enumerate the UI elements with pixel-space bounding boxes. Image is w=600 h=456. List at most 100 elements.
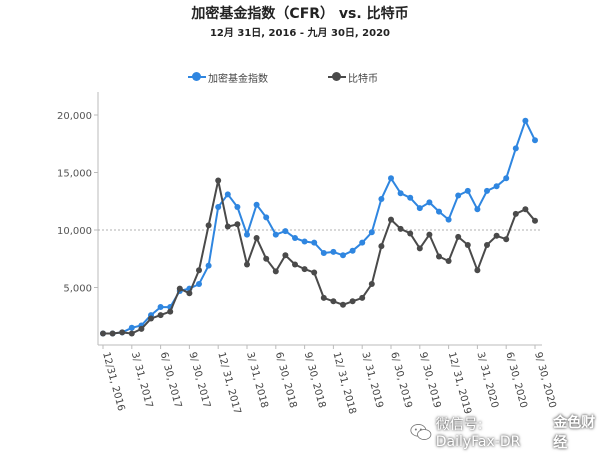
- data-point-btc[interactable]: [407, 230, 414, 237]
- data-point-btc[interactable]: [378, 243, 385, 250]
- data-point-cfr[interactable]: [263, 214, 270, 221]
- data-point-cfr[interactable]: [512, 145, 519, 152]
- data-point-btc[interactable]: [157, 312, 164, 319]
- data-point-cfr[interactable]: [292, 235, 298, 242]
- data-point-btc[interactable]: [292, 261, 298, 268]
- data-point-btc[interactable]: [196, 267, 202, 274]
- data-point-cfr[interactable]: [234, 204, 241, 210]
- data-point-btc[interactable]: [272, 268, 279, 275]
- data-point-btc[interactable]: [253, 235, 260, 242]
- data-point-btc[interactable]: [263, 255, 270, 262]
- data-point-cfr[interactable]: [464, 187, 471, 194]
- series-btc: [100, 177, 538, 337]
- x-tick-label: 6/ 30, 2017: [158, 351, 183, 409]
- data-point-btc[interactable]: [503, 236, 510, 243]
- data-point-cfr[interactable]: [532, 137, 538, 144]
- x-tick-label: 12/ 31, 2018: [331, 351, 358, 415]
- data-point-cfr[interactable]: [397, 190, 404, 197]
- data-point-btc[interactable]: [244, 261, 250, 268]
- data-point-btc[interactable]: [176, 285, 183, 292]
- data-point-cfr[interactable]: [215, 204, 222, 210]
- data-point-cfr[interactable]: [522, 117, 529, 124]
- data-point-cfr[interactable]: [484, 187, 490, 194]
- data-point-btc[interactable]: [512, 210, 519, 217]
- data-point-btc[interactable]: [119, 329, 126, 336]
- data-point-cfr[interactable]: [426, 199, 433, 206]
- data-point-btc[interactable]: [445, 258, 452, 265]
- data-point-cfr[interactable]: [359, 239, 366, 246]
- data-point-cfr[interactable]: [128, 324, 135, 331]
- data-point-btc[interactable]: [416, 245, 423, 252]
- data-point-cfr[interactable]: [416, 205, 423, 212]
- data-point-cfr[interactable]: [503, 175, 510, 182]
- data-point-cfr[interactable]: [340, 252, 346, 259]
- data-point-cfr[interactable]: [253, 201, 260, 208]
- x-tick-label: 12/ 31, 2019: [446, 351, 473, 415]
- data-point-btc[interactable]: [532, 217, 538, 224]
- data-point-btc[interactable]: [186, 290, 193, 297]
- data-point-btc[interactable]: [368, 281, 375, 288]
- x-tick-label: 6/ 30, 2019: [388, 351, 413, 409]
- data-point-cfr[interactable]: [407, 194, 414, 201]
- data-point-btc[interactable]: [282, 252, 289, 259]
- data-point-cfr[interactable]: [330, 248, 337, 255]
- data-point-cfr[interactable]: [244, 231, 250, 238]
- data-point-btc[interactable]: [397, 225, 404, 232]
- data-point-btc[interactable]: [522, 206, 529, 213]
- data-point-cfr[interactable]: [282, 228, 289, 235]
- data-point-cfr[interactable]: [224, 191, 231, 198]
- legend-item-cfr[interactable]: 加密基金指数: [188, 70, 268, 85]
- data-point-btc[interactable]: [311, 269, 318, 276]
- x-tick-label: 9/ 30, 2019: [417, 351, 442, 409]
- data-point-btc[interactable]: [205, 222, 212, 229]
- data-point-cfr[interactable]: [311, 239, 318, 246]
- data-point-cfr[interactable]: [474, 206, 481, 213]
- series-layer: [100, 117, 538, 337]
- legend-item-btc[interactable]: 比特币: [328, 70, 378, 85]
- x-tick-label: 3/ 31, 2020: [475, 351, 500, 409]
- data-point-btc[interactable]: [100, 330, 106, 337]
- x-tick-labels: 12/31, 2016 3/ 31, 2017 6/ 30, 2017 9/ 30, …: [100, 345, 558, 415]
- data-point-btc[interactable]: [349, 298, 356, 305]
- x-tick-label: 9/ 30, 2020: [532, 351, 557, 409]
- data-point-btc[interactable]: [464, 241, 471, 248]
- data-point-btc[interactable]: [138, 325, 145, 332]
- data-point-cfr[interactable]: [320, 250, 327, 256]
- data-point-btc[interactable]: [215, 177, 222, 184]
- data-point-cfr[interactable]: [493, 183, 500, 190]
- data-point-cfr[interactable]: [272, 231, 279, 238]
- data-point-btc[interactable]: [128, 330, 135, 337]
- data-point-cfr[interactable]: [455, 192, 462, 199]
- data-point-btc[interactable]: [234, 221, 241, 228]
- data-point-btc[interactable]: [301, 266, 308, 273]
- data-point-cfr[interactable]: [436, 208, 442, 215]
- data-point-btc[interactable]: [224, 223, 231, 230]
- data-point-cfr[interactable]: [368, 229, 375, 236]
- data-point-btc[interactable]: [426, 231, 433, 238]
- data-point-btc[interactable]: [340, 301, 346, 308]
- data-point-cfr[interactable]: [378, 195, 385, 202]
- data-point-cfr[interactable]: [196, 281, 202, 288]
- data-point-cfr[interactable]: [388, 175, 394, 182]
- chart-axes: 5,000 10,000 15,000 20,000: [57, 92, 542, 346]
- watermark: 微信号: DailyFax-DR 金色财经: [410, 412, 600, 452]
- data-point-btc[interactable]: [455, 233, 462, 240]
- data-point-btc[interactable]: [388, 216, 394, 223]
- data-point-btc[interactable]: [474, 267, 481, 274]
- data-point-cfr[interactable]: [157, 304, 164, 311]
- data-point-cfr[interactable]: [205, 262, 212, 269]
- data-point-btc[interactable]: [109, 330, 116, 337]
- data-point-btc[interactable]: [493, 232, 500, 239]
- data-point-btc[interactable]: [330, 298, 337, 305]
- data-point-btc[interactable]: [167, 308, 174, 315]
- data-point-cfr[interactable]: [349, 247, 356, 254]
- data-point-btc[interactable]: [359, 294, 366, 301]
- data-point-cfr[interactable]: [301, 238, 308, 245]
- data-point-btc[interactable]: [320, 294, 327, 301]
- watermark-text: 微信号: DailyFax-DR: [435, 417, 521, 450]
- data-point-btc[interactable]: [484, 241, 490, 248]
- data-point-btc[interactable]: [436, 253, 442, 260]
- data-point-btc[interactable]: [148, 315, 154, 322]
- data-point-cfr[interactable]: [445, 216, 452, 223]
- x-tick-label: 3/ 31, 2019: [359, 351, 384, 409]
